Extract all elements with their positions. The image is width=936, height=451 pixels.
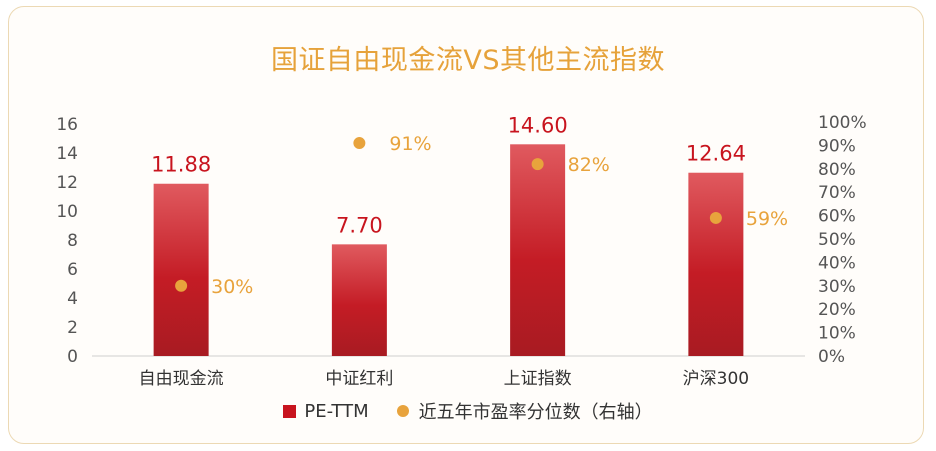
- right-tick-label: 10%: [818, 324, 856, 344]
- right-tick-label: 80%: [818, 160, 856, 180]
- percentile-label: 91%: [389, 133, 431, 155]
- bar: [510, 144, 566, 356]
- bar-value-label: 14.60: [508, 113, 568, 137]
- left-tick-label: 10: [56, 202, 78, 222]
- legend-label-pe: PE-TTM: [304, 400, 369, 422]
- right-tick-label: 20%: [818, 300, 856, 320]
- legend: PE-TTM 近五年市盈率分位数（右轴）: [0, 398, 936, 424]
- right-axis: 0% 10% 20% 30% 40% 50% 60% 70% 80% 90% 100%: [818, 113, 867, 367]
- right-tick-label: 100%: [818, 113, 867, 133]
- left-tick-label: 16: [56, 115, 78, 135]
- bar-value-label: 7.70: [336, 213, 383, 237]
- percentile-label: 30%: [211, 276, 253, 298]
- percentile-dot: [531, 158, 544, 171]
- x-axis-labels: 自由现金流 中证红利 上证指数 沪深300: [139, 369, 749, 389]
- left-tick-label: 8: [67, 231, 78, 251]
- x-tick-label: 中证红利: [325, 369, 393, 389]
- left-tick-label: 2: [67, 318, 78, 338]
- left-tick-label: 0: [67, 347, 78, 367]
- right-tick-label: 0%: [818, 347, 845, 367]
- bar: [153, 183, 209, 356]
- x-tick-label: 自由现金流: [139, 369, 224, 389]
- legend-item-pe: PE-TTM: [283, 400, 369, 422]
- left-tick-label: 4: [67, 289, 78, 309]
- left-tick-label: 14: [56, 144, 78, 164]
- x-tick-label: 沪深300: [683, 369, 749, 389]
- left-axis: 0 2 4 6 8 10 12 14 16: [56, 115, 78, 367]
- right-tick-label: 90%: [818, 136, 856, 156]
- right-tick-label: 40%: [818, 253, 856, 273]
- right-tick-label: 60%: [818, 207, 856, 227]
- right-tick-label: 70%: [818, 183, 856, 203]
- chart-title: 国证自由现金流VS其他主流指数: [270, 45, 666, 76]
- bar-value-label: 11.88: [151, 153, 211, 177]
- legend-item-percentile: 近五年市盈率分位数（右轴）: [396, 398, 653, 424]
- percentile-dot: [175, 279, 188, 292]
- left-tick-label: 6: [67, 260, 78, 280]
- percentile-dot: [709, 211, 722, 224]
- percentile-label: 82%: [568, 154, 610, 176]
- legend-label-percentile: 近五年市盈率分位数（右轴）: [418, 402, 653, 423]
- bar-series: 11.88 7.70 14.60 12.64: [151, 113, 746, 356]
- right-tick-label: 50%: [818, 230, 856, 250]
- bar: [688, 172, 744, 356]
- percentile-dot: [353, 137, 366, 150]
- legend-square-icon: [283, 404, 297, 418]
- percentile-label: 59%: [746, 208, 788, 230]
- bar: [331, 244, 387, 356]
- left-tick-label: 12: [56, 173, 78, 193]
- legend-dot-icon: [396, 405, 409, 417]
- dot-series: 30% 91% 82% 59%: [175, 133, 788, 298]
- right-tick-label: 30%: [818, 277, 856, 297]
- bar-value-label: 12.64: [686, 142, 746, 166]
- x-tick-label: 上证指数: [504, 369, 572, 389]
